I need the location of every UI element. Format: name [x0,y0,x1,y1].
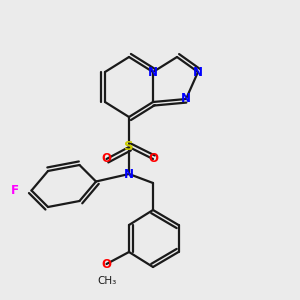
Text: N: N [148,65,158,79]
Text: O: O [101,257,112,271]
Text: N: N [181,92,191,106]
Text: O: O [148,152,158,166]
Text: F: F [11,184,19,197]
Text: S: S [124,140,134,154]
Text: CH₃: CH₃ [97,275,116,286]
Text: N: N [124,167,134,181]
Text: O: O [101,152,112,166]
Text: N: N [193,65,203,79]
